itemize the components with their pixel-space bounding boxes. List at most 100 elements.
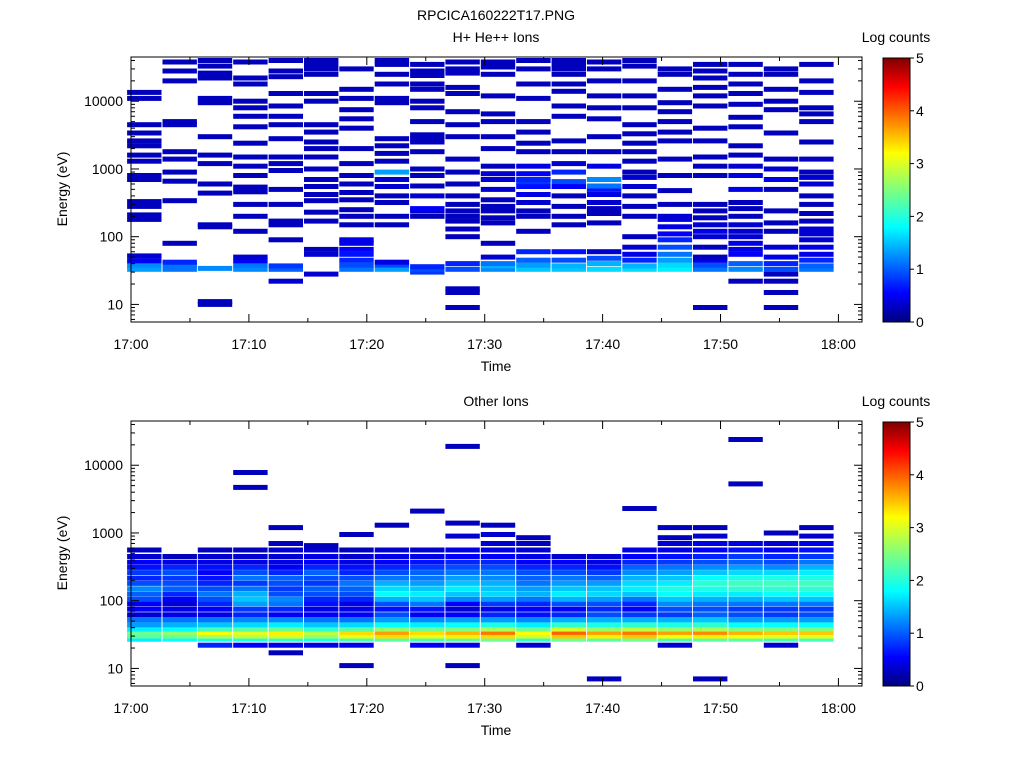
heatmap-cell [410,629,445,635]
heatmap-cells [127,437,834,682]
heatmap-cell [374,596,410,602]
heatmap-cell [551,169,586,175]
heatmap-cell [516,95,551,101]
heatmap-cell [233,98,268,104]
heatmap-cell [693,676,728,682]
heatmap-cell [162,612,197,618]
heatmap-cell [127,158,162,164]
heatmap-cell [197,190,233,196]
heatmap-cell [551,61,586,67]
panel-h-he-ions: H+ He++ Ions 17:00 17:10 17:20 17:30 17:40 17… [54,29,930,374]
heatmap-cell [799,633,834,639]
heatmap-cell [410,183,445,189]
heatmap-cell [410,269,445,275]
heatmap-cell [586,629,622,635]
heatmap-cell [445,134,480,140]
heatmap-cell [657,586,693,592]
heatmap-cell [693,68,728,74]
heatmap-cell [693,617,728,623]
heatmap-cell [127,262,162,268]
heatmap-cell [516,228,551,234]
heatmap-cell [799,606,834,612]
heatmap-cell [304,166,339,172]
heatmap-cell [162,59,197,65]
heatmap-cell [693,570,728,576]
heatmap-cell [445,305,480,310]
heatmap-cell [693,173,728,178]
heatmap-cell [516,633,551,639]
colorbar-tick-label: 5 [916,50,924,66]
x-tick-label: 17:10 [231,700,266,716]
heatmap-cell [551,66,586,72]
heatmap-cell [728,101,763,107]
heatmap-cell [127,177,162,182]
heatmap-cell [304,71,339,77]
heatmap-cell [445,629,480,635]
heatmap-cell [480,266,516,272]
heatmap-cell [657,622,693,628]
heatmap-cell [763,271,799,277]
heatmap-cell [268,201,303,207]
heatmap-cell [728,61,763,67]
heatmap-cell [657,237,693,243]
heatmap-cell [516,612,551,618]
heatmap-cell [693,228,728,234]
heatmap-cell [197,70,233,76]
heatmap-cell [551,606,586,612]
heatmap-cell [586,575,622,581]
heatmap-cell [339,626,374,632]
heatmap-cell [233,163,268,169]
heatmap-cell [268,580,303,586]
heatmap-cell [693,633,728,639]
heatmap-cell [445,559,480,565]
heatmap-cell [728,81,763,87]
heatmap-cell [480,580,516,586]
heatmap-cell [374,570,410,576]
heatmap-cell [197,606,233,612]
heatmap-cell [516,636,551,642]
heatmap-cell [657,109,693,115]
heatmap-cell [728,570,763,576]
heatmap-cell [480,254,516,260]
heatmap-cell [162,606,197,612]
heatmap-cell [127,203,162,209]
heatmap-cell [551,179,586,185]
heatmap-cell [586,183,622,189]
heatmap-cell [763,244,799,250]
heatmap-cell [622,184,657,189]
heatmap-cell [516,642,551,648]
heatmap-cell [799,119,834,125]
heatmap-cell [516,554,551,559]
heatmap-cell [374,136,410,142]
heatmap-cell [304,596,339,602]
heatmap-cell [799,533,834,539]
x-axis-ticks: 17:00 17:10 17:20 17:30 17:40 17:50 18:00 [113,57,856,352]
heatmap-cell [374,200,410,205]
heatmap-cell [516,192,551,197]
heatmap-cell [445,533,480,539]
heatmap-cell [127,122,162,128]
heatmap-cell [410,508,445,514]
heatmap-cell [551,633,586,639]
heatmap-cell [622,263,657,269]
heatmap-cell [728,633,763,639]
heatmap-cell [657,642,693,648]
heatmap-cell [127,554,162,559]
heatmap-cell [586,266,622,272]
heatmap-cell [551,138,586,144]
heatmap-cell [693,305,728,310]
heatmap-cell [516,541,551,546]
heatmap-cell [622,158,657,164]
heatmap-cells [127,58,834,310]
heatmap-cell [551,559,586,565]
heatmap-cell [410,105,445,111]
heatmap-cell [339,66,374,72]
heatmap-cell [516,575,551,581]
heatmap-cell [516,586,551,592]
heatmap-cell [622,636,657,642]
heatmap-cell [445,554,480,559]
heatmap-cell [763,564,799,570]
heatmap-cell [197,591,233,597]
heatmap-cell [693,612,728,618]
heatmap-cell [728,222,763,228]
